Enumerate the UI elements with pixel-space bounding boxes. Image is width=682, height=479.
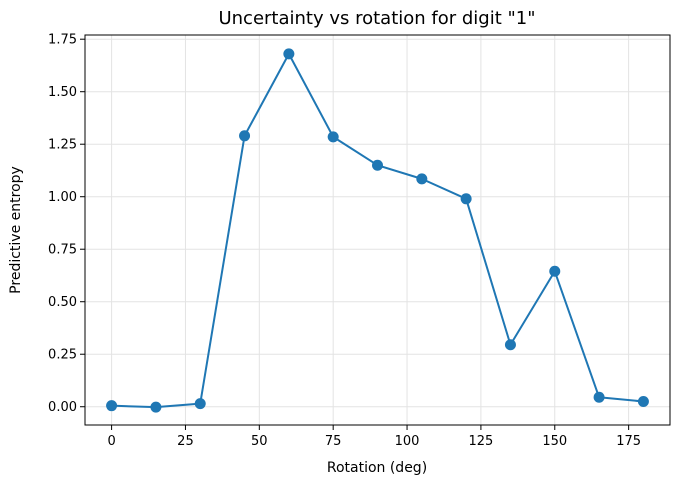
data-point [327,131,339,143]
x-tick-label: 75 [325,434,342,449]
plot-area [84,34,671,426]
data-point [593,391,605,403]
x-tick-label: 50 [251,434,268,449]
x-tick-label: 150 [542,434,567,449]
x-axis-label: Rotation (deg) [327,460,427,476]
data-point [460,193,472,205]
x-tick-label: 100 [395,434,420,449]
data-point [283,48,295,60]
y-tick-label: 0.00 [48,400,77,415]
axis-ticks: 0 25 50 75 100 125 150 175 0.00 0.25 0.50 0.75 1.00 1… [48,33,641,449]
x-tick-label: 25 [177,434,194,449]
grid [85,35,670,425]
data-point [504,339,516,351]
y-tick-label: 0.50 [48,295,77,310]
y-tick-label: 1.00 [48,190,77,205]
data-point [637,395,649,407]
data-point [106,400,118,412]
y-tick-label: 0.25 [48,348,77,363]
y-tick-label: 1.25 [48,138,77,153]
x-tick-label: 125 [468,434,493,449]
series-layer [106,48,649,413]
x-tick-label: 0 [107,434,115,449]
x-tick-label: 175 [616,434,641,449]
y-tick-label: 0.75 [48,243,77,258]
data-point [549,265,561,277]
y-tick-label: 1.75 [48,33,77,48]
data-point [416,173,428,185]
data-point [239,130,251,142]
y-axis-label: Predictive entropy [8,166,24,294]
data-point [150,401,162,413]
chart-title: Uncertainty vs rotation for digit "1" [218,8,535,29]
data-point [372,159,383,171]
data-point [194,398,206,410]
y-tick-label: 1.50 [48,85,77,100]
